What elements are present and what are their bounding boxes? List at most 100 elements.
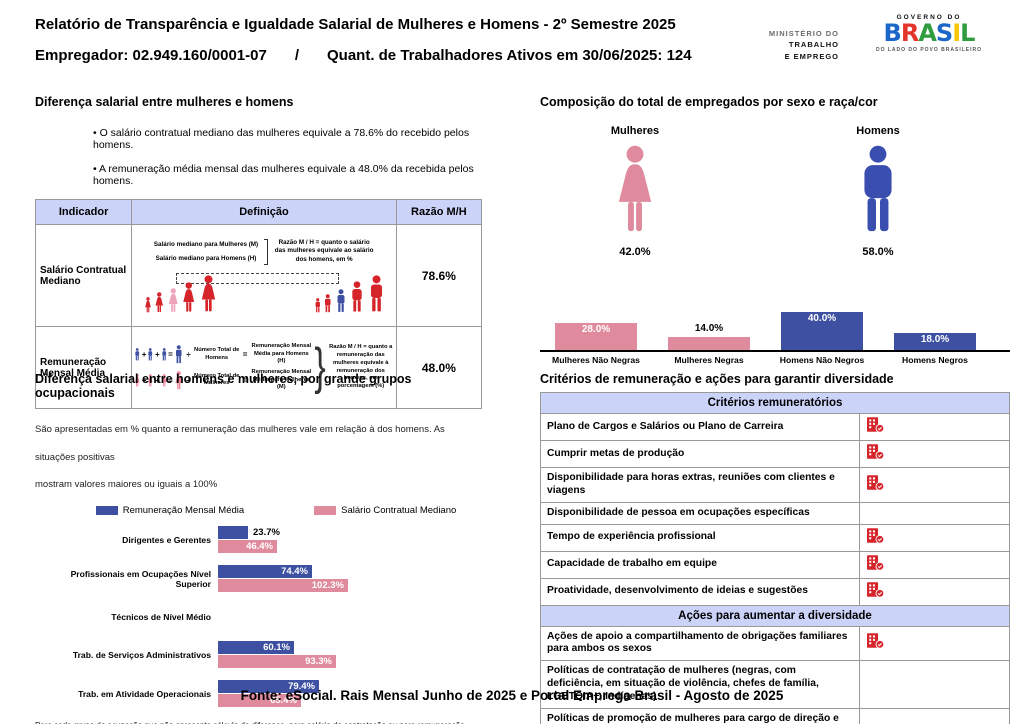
criteria-label: Políticas de promoção de mulheres para c… [539, 707, 861, 724]
men-group-icons [314, 275, 386, 313]
bar: 102.3% [218, 578, 348, 592]
table-section-header: Ações para aumentar a diversidade [540, 604, 1010, 627]
page-title: Relatório de Transparência e Igualdade S… [35, 16, 676, 33]
title-separator: / [294, 47, 299, 64]
criteria-row: Plano de Cargos e Salários ou Plano de C… [539, 413, 1010, 441]
chart-row: Profissionais em Ocupações Nível Superio… [35, 564, 487, 593]
formula-text: Salário mediano para Mulheres (M) Salári… [154, 238, 258, 264]
ministry-logo: MINISTÉRIO DO TRABALHO E EMPREGO [769, 28, 839, 62]
indicator-table: Indicador Definição Razão M/H Salário Co… [34, 199, 483, 409]
man-silhouette-icon [864, 145, 892, 232]
women-person-icons: + + = [134, 370, 183, 390]
criteria-label: Capacidade de trabalho em equipe [539, 550, 861, 579]
criteria-label: Disponibilidade para horas extras, reuni… [539, 467, 861, 503]
salary-gap-section: Diferença salarial entre mulheres e home… [34, 95, 485, 409]
legend-item: Salário Contratual Mediano [314, 505, 456, 516]
bullet-item: • O salário contratual mediano das mulhe… [93, 127, 470, 151]
women-percentage: 42.0% [619, 246, 651, 258]
chart-row: Técnicos de Nível Médio [35, 604, 487, 630]
bullet-item: • A remuneração média mensal das mulhere… [93, 163, 474, 187]
brasil-letter: S [935, 19, 953, 47]
section-header-label: Ações para aumentar a diversidade [540, 604, 1010, 627]
table-row: Remuneração Mensal Média + + = ÷ Número To… [34, 326, 483, 409]
category-label: Trab. de Serviços Administrativos [72, 649, 211, 660]
ministry-line: MINISTÉRIO DO [768, 29, 839, 38]
men-person-icons: + + = [134, 345, 183, 364]
category-label: Técnicos de Nível Médio [111, 611, 211, 622]
bar: 46.4% [218, 539, 277, 553]
bar: 79.4% [218, 679, 319, 693]
person-icon [148, 373, 153, 387]
man-icon [818, 145, 938, 238]
page-subtitle: Empregador: 02.949.160/0001-07 / Quant. … [35, 47, 692, 64]
subtitle-line: mostram valores maiores ou iguais a 100% [35, 479, 218, 491]
ratio-note: Razão M / H = quanto o salário das mulhe… [274, 238, 374, 263]
column-header: Razão M/H [395, 199, 483, 225]
legend-label: Salário Contratual Mediano [341, 504, 457, 516]
table-header-row: Indicador Definição Razão M/H [34, 199, 483, 225]
bar: 65.4% [218, 693, 301, 707]
result-label: Remuneração Mensal Média para Mulheres (… [251, 369, 312, 391]
criteria-row: Cumprir metas de produção [539, 440, 1010, 468]
race-composition-category-labels: Mulheres Não Negras Mulheres Negras Homens… [540, 355, 1010, 371]
company-check-icon [867, 633, 885, 650]
criteria-label: Cumprir metas de produção [539, 440, 861, 468]
category-label: Trab. em Atividade Operacionais [78, 688, 211, 699]
column-header: Definição [131, 199, 397, 225]
legend-swatch [95, 505, 118, 515]
equals-symbol: = [242, 350, 248, 360]
person-icon [145, 296, 152, 313]
section-title: Composição do total de empregados por se… [540, 95, 878, 109]
criteria-label: Ações de apoio a compartilhamento de obr… [539, 625, 861, 662]
person-icon [148, 348, 153, 361]
bar [218, 525, 248, 539]
criteria-row: Ações de apoio a compartilhamento de obr… [539, 625, 1010, 662]
section-title: Critérios de remuneração e ações para ga… [540, 372, 894, 386]
race-composition-bar-chart: 28.0% 14.0% 40.0% 18.0% [540, 295, 1010, 352]
women-group-icons [144, 275, 218, 313]
bar-value-label: 28.0% [581, 324, 611, 335]
source-footer: Fonte: eSocial. Rais Mensal Junho de 202… [240, 688, 784, 703]
criteria-label: Disponibilidade de pessoa em ocupações e… [539, 501, 861, 525]
criteria-check-cell [859, 413, 1010, 441]
bar: 60.1% [218, 640, 294, 654]
legend-item: Remuneração Mensal Média [95, 505, 244, 516]
criteria-row: Capacidade de trabalho em equipe [539, 550, 1010, 579]
bar: 74.4% [218, 564, 312, 578]
person-icon [175, 370, 182, 390]
person-icon [155, 291, 164, 312]
woman-silhouette-icon [618, 145, 652, 232]
composition-section: Composição do total de empregados por se… [540, 95, 1010, 371]
ratio-note: Razão M / H = quanto a remuneração das m… [329, 344, 393, 390]
company-check-icon [867, 527, 885, 544]
category-label: Dirigentes e Gerentes [122, 534, 211, 545]
category-label: Profissionais em Ocupações Nível Superio… [70, 568, 211, 589]
company-check-icon [867, 581, 885, 598]
gov-logo-top-text: GOVERNO DO [896, 14, 962, 21]
criteria-check-cell [859, 523, 1010, 552]
bar-value-label: 18.0% [920, 334, 950, 345]
brace-shape: } [314, 338, 326, 396]
women-composition: Mulheres 42.0% [575, 125, 695, 258]
criteria-label: Políticas de contratação de mulheres (ne… [539, 660, 861, 709]
divisor-label: Número Total de Mulheres [194, 372, 240, 387]
gov-brasil-logo: GOVERNO DO BRASIL DO LADO DO POVO BRASIL… [864, 14, 994, 53]
person-icon [161, 373, 167, 387]
criteria-row: Disponibilidade de pessoa em ocupações e… [539, 501, 1010, 525]
chart-row: Dirigentes e Gerentes 23.7% 46.4% [35, 525, 487, 554]
criteria-check-cell [859, 707, 1010, 724]
person-icon [135, 348, 140, 361]
employer-id: Empregador: 02.949.160/0001-07 [35, 47, 267, 64]
indicator-name: Remuneração Mensal Média [34, 326, 133, 409]
active-workers-count: Quant. de Trabalhadores Ativos em 30/06/… [326, 47, 692, 64]
bar-value-label: 40.0% [807, 313, 837, 324]
median-dashed-lines [176, 272, 339, 284]
bar: 40.0% [781, 312, 863, 350]
criteria-check-cell [859, 501, 1010, 525]
brasil-letter: A [918, 19, 937, 47]
bar [668, 337, 750, 350]
criteria-check-cell [859, 550, 1010, 579]
brasil-logo-icon: BRASIL [864, 19, 994, 47]
men-average-formula: + + = ÷ Número Total de Homens = Remuneraç… [134, 343, 312, 366]
gov-logo-tagline: DO LADO DO POVO BRASILEIRO [875, 47, 982, 54]
